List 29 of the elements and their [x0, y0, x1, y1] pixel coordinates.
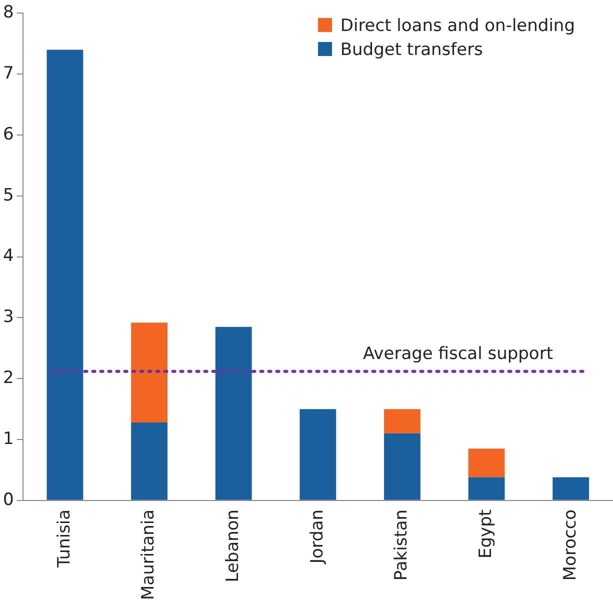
y-tick-label: 5 [2, 185, 14, 206]
y-tick-label: 1 [2, 428, 14, 449]
legend-label: Direct loans and on-lending [339, 15, 575, 38]
legend-label: Budget transfers [339, 39, 484, 62]
x-tick-label: Lebanon [223, 509, 244, 582]
x-tick-label: Morocco [560, 509, 580, 581]
x-tick-label: Tunisia [54, 509, 74, 569]
x-tick-label: Egypt [476, 509, 496, 558]
bar [384, 409, 420, 434]
bar [468, 448, 505, 478]
bar [468, 477, 505, 500]
bar [131, 422, 168, 500]
x-tick-label: Pakistan [392, 509, 412, 581]
bar [552, 477, 590, 500]
y-tick-label: 8 [2, 2, 14, 23]
x-tick-label: Mauritania [138, 509, 159, 600]
y-tick-label: 3 [2, 307, 14, 328]
bar [384, 433, 420, 500]
ref-line-label: Average fiscal support [363, 344, 554, 364]
bar [46, 50, 84, 500]
x-tick-label: Jordan [307, 509, 328, 565]
bar [215, 326, 252, 500]
y-tick-label: 6 [2, 124, 14, 144]
y-tick-label: 4 [2, 246, 14, 266]
y-tick-label: 2 [2, 368, 14, 388]
bar [300, 409, 336, 500]
y-tick-label: 0 [2, 490, 14, 510]
y-tick-label: 7 [2, 64, 14, 84]
bar [131, 322, 168, 422]
